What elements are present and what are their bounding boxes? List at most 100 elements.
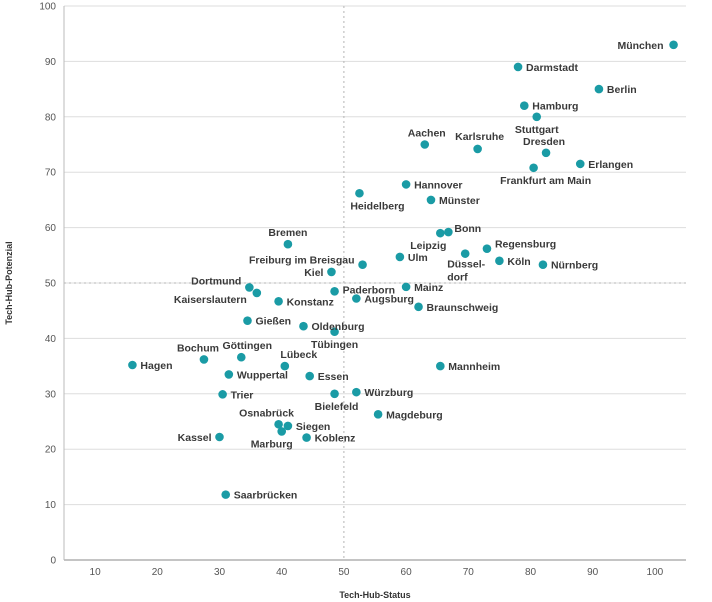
- point-label: Göttingen: [222, 340, 272, 352]
- data-point: [495, 256, 504, 266]
- data-point: [373, 409, 383, 419]
- data-point: [352, 387, 361, 397]
- data-point: [236, 352, 246, 362]
- y-axis-title: Tech-Hub-Potenzial: [4, 241, 14, 324]
- y-tick-label: 30: [45, 389, 57, 400]
- point-label: Bochum: [177, 342, 219, 354]
- x-tick-label: 40: [276, 567, 288, 578]
- x-tick-label: 30: [214, 567, 226, 578]
- data-point: [277, 427, 287, 436]
- y-tick-label: 40: [45, 334, 57, 345]
- point-label: Mainz: [414, 282, 443, 294]
- x-tick-label: 80: [525, 567, 537, 578]
- data-point: [221, 490, 231, 499]
- point-label: Düssel-dorf: [447, 259, 485, 284]
- data-point: [283, 421, 293, 431]
- point-label: Hannover: [414, 179, 462, 191]
- point-label: Freiburg im Breisgau: [249, 255, 355, 267]
- point-label: Frankfurt am Main: [500, 175, 591, 187]
- data-point: [426, 195, 436, 205]
- point-label: Magdeburg: [386, 409, 443, 421]
- data-point: [252, 288, 262, 298]
- point-label: Berlin: [607, 84, 637, 96]
- point-label: Bonn: [454, 223, 481, 235]
- y-tick-label: 90: [45, 57, 57, 68]
- point-label: Mannheim: [448, 361, 500, 373]
- data-point: [358, 260, 367, 270]
- data-point: [274, 296, 283, 306]
- data-point: [669, 40, 678, 50]
- y-tick-label: 80: [45, 112, 57, 123]
- data-point: [283, 239, 293, 249]
- point-label: Saarbrücken: [234, 490, 298, 502]
- point-label: Hagen: [140, 360, 172, 372]
- point-label: Regensburg: [495, 239, 556, 251]
- data-point: [330, 327, 339, 337]
- data-point: [541, 148, 551, 158]
- point-label: Bielefeld: [315, 401, 359, 413]
- data-point: [218, 390, 227, 399]
- data-point: [529, 163, 538, 173]
- data-point: [352, 294, 361, 303]
- x-tick-label: 60: [401, 567, 413, 578]
- data-point: [513, 62, 523, 72]
- point-label: Essen: [318, 371, 349, 383]
- data-point: [199, 355, 209, 364]
- data-point: [245, 283, 254, 292]
- point-label: Darmstadt: [526, 62, 578, 74]
- data-point: [538, 260, 548, 270]
- point-label: Lübeck: [280, 349, 317, 361]
- point-label: Leipzig: [410, 240, 446, 252]
- x-tick-label: 20: [152, 567, 164, 578]
- x-tick-label: 50: [338, 567, 350, 578]
- point-label: Karlsruhe: [455, 131, 504, 143]
- point-label: Augsburg: [364, 294, 414, 306]
- point-label: Osnabrück: [239, 407, 294, 419]
- point-label: Stuttgart: [515, 124, 559, 136]
- point-label: Ulm: [408, 252, 428, 264]
- point-label: Wuppertal: [237, 369, 288, 381]
- point-label: Konstanz: [287, 296, 334, 308]
- point-label: Erlangen: [588, 159, 633, 171]
- point-label: Koblenz: [315, 433, 356, 445]
- data-point: [401, 180, 411, 189]
- data-point: [305, 371, 314, 381]
- point-label: Gießen: [255, 316, 291, 328]
- data-point: [519, 101, 529, 111]
- point-label: Würzburg: [364, 387, 413, 399]
- data-point: [420, 140, 430, 149]
- y-tick-label: 50: [45, 279, 57, 290]
- data-point: [330, 389, 339, 399]
- point-label: Münster: [439, 195, 480, 207]
- data-point: [436, 228, 445, 238]
- point-label: Marburg: [251, 438, 293, 450]
- data-point: [330, 287, 339, 296]
- point-label: Dresden: [523, 136, 565, 148]
- x-tick-label: 70: [463, 567, 475, 578]
- point-label: Trier: [231, 389, 254, 401]
- data-point: [473, 144, 482, 154]
- data-point: [302, 433, 311, 442]
- axes: [63, 6, 686, 561]
- y-tick-label: 20: [45, 445, 57, 456]
- data-point: [575, 159, 585, 169]
- point-label: Siegen: [296, 421, 330, 433]
- data-point: [355, 188, 364, 198]
- point-label: Paderborn: [343, 284, 396, 296]
- point-label: Tübingen: [311, 339, 358, 351]
- point-label: Dortmund: [191, 275, 241, 287]
- x-tick-label: 10: [90, 567, 102, 578]
- point-label: Kassel: [178, 432, 212, 444]
- x-tick-label: 100: [647, 567, 664, 578]
- point-labels: München Darmstadt Berlin Hamburg Stuttgart Aa…: [140, 40, 663, 502]
- point-label: Hamburg: [532, 101, 578, 113]
- point-label: Nürnberg: [551, 260, 598, 272]
- x-axis-title: Tech-Hub-Status: [339, 590, 410, 600]
- data-point: [274, 419, 283, 429]
- point-label: Bremen: [268, 227, 307, 239]
- data-point: [401, 282, 411, 292]
- y-tick-label: 100: [39, 2, 56, 13]
- data-point: [215, 432, 224, 442]
- data-point: [414, 302, 423, 312]
